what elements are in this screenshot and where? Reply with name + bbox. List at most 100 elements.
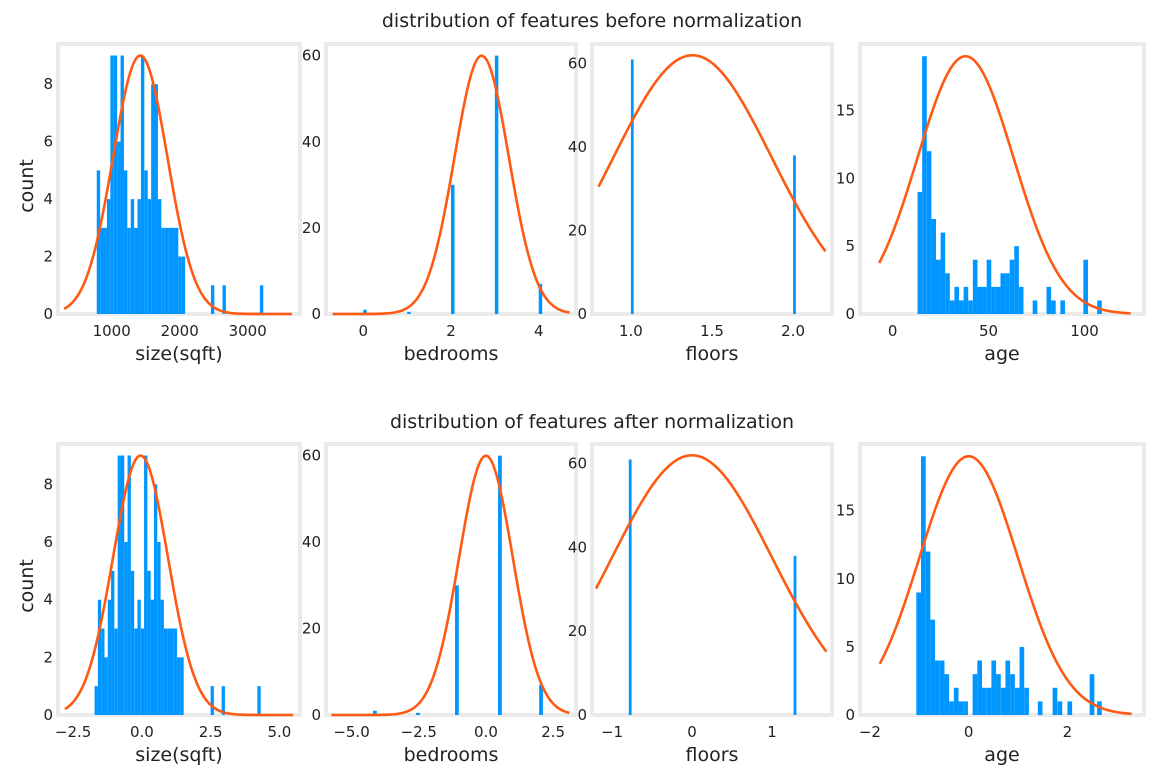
histogram-bar	[995, 286, 1001, 314]
histogram-bar	[1089, 674, 1095, 715]
histogram-bar	[127, 227, 131, 314]
histogram-bar	[124, 542, 128, 715]
y-tick-label: 60	[568, 55, 587, 73]
x-tick-label: 2000	[161, 322, 199, 340]
row-title-after: distribution of features after normaliza…	[390, 411, 794, 433]
histogram-bar	[127, 455, 131, 715]
histogram-bar	[940, 232, 946, 314]
y-tick-label: 4	[43, 591, 53, 609]
histogram-bar	[178, 256, 182, 314]
histogram-bar	[144, 170, 148, 314]
histogram-bar	[628, 459, 632, 715]
x-tick-label: 2	[1063, 723, 1073, 741]
normal-fit-curve	[331, 454, 570, 717]
histogram-bar	[106, 199, 111, 314]
normal-fit-curve	[594, 454, 828, 653]
y-tick-label: 5	[845, 638, 855, 656]
histogram-bar	[117, 455, 121, 715]
histogram-bar	[103, 227, 107, 314]
histogram-bar	[1037, 701, 1043, 715]
x-tick-label: 2.0	[781, 322, 805, 340]
x-tick-label: 0	[964, 723, 974, 741]
histogram-bar	[1032, 300, 1038, 314]
y-tick-label: 10	[836, 570, 855, 588]
histogram-bar	[1000, 273, 1006, 314]
subplot-0-0: 1000 2000 3000 0 2 4 6 8 size(sqft)	[43, 42, 302, 365]
histogram-bar	[630, 59, 634, 314]
histogram-bar	[107, 599, 112, 715]
histogram-bar	[259, 285, 264, 314]
x-tick-label: 2.5	[199, 723, 223, 741]
y-tick-label: 5	[845, 237, 855, 255]
histogram-bar	[977, 286, 983, 314]
x-axis-label: floors	[686, 343, 739, 365]
histogram-bar	[147, 199, 152, 314]
histogram-bar	[1010, 674, 1015, 715]
subplot-1-0: −2.5 0.0 2.5 5.0 0 2 4 6 8 size(sqft)	[43, 442, 302, 766]
normal-fit-curve	[878, 54, 1131, 315]
histogram-bar	[1005, 660, 1011, 715]
y-tick-label: 8	[43, 475, 53, 493]
y-tick-label: 20	[568, 222, 587, 240]
histogram-bar	[170, 628, 174, 715]
y-tick-label: 10	[836, 169, 855, 187]
histogram-bar	[498, 455, 502, 715]
histogram-bar	[257, 686, 261, 715]
y-axis-label-top: count	[16, 159, 38, 213]
histogram-bar	[1000, 687, 1006, 715]
histogram-bar	[925, 551, 931, 715]
histogram-bar	[373, 710, 377, 715]
histogram-bar	[1060, 300, 1065, 314]
histogram-bar	[958, 701, 964, 715]
histogram-bar	[154, 84, 158, 315]
histogram-bar	[1046, 286, 1052, 314]
histogram-bar	[793, 155, 796, 314]
x-tick-label: 5.0	[267, 723, 291, 741]
histogram-bar	[177, 657, 181, 715]
histogram-bar	[1014, 687, 1020, 715]
x-tick-label: 2	[446, 322, 456, 340]
histogram-bar	[916, 592, 921, 715]
row-title-before: distribution of features before normaliz…	[382, 10, 802, 32]
histogram-bar	[134, 227, 138, 314]
x-tick-label: 50	[979, 322, 998, 340]
histogram-bar	[963, 701, 968, 715]
x-tick-label: 0	[888, 322, 898, 340]
histogram-bar	[140, 55, 145, 315]
histogram-bar	[171, 227, 175, 314]
histogram-bar	[104, 657, 108, 715]
histogram-bar	[1018, 286, 1024, 314]
histogram-bar	[180, 657, 184, 715]
y-tick-label: 0	[311, 706, 321, 724]
y-tick-label: 2	[43, 648, 53, 666]
histogram-bar	[163, 628, 168, 715]
histogram-bar	[113, 55, 118, 315]
plot-frame	[858, 442, 1146, 717]
y-tick-label: 40	[568, 538, 587, 556]
histogram-bar	[101, 628, 105, 715]
y-axis-label-bottom: count	[16, 559, 38, 613]
histogram-bar	[972, 259, 978, 314]
histogram-bar	[110, 55, 114, 315]
histogram-bar	[167, 628, 171, 715]
histogram-bar	[1019, 646, 1025, 715]
histogram-bar	[931, 219, 936, 314]
histogram-bar	[137, 199, 141, 314]
histogram-bar	[972, 674, 978, 715]
x-tick-label: −5.0	[333, 723, 369, 741]
histogram-bar	[164, 227, 169, 314]
histogram-bar	[100, 227, 104, 314]
histogram-bar	[222, 285, 226, 314]
histogram-bar	[494, 55, 499, 314]
y-tick-label: 20	[568, 622, 587, 640]
y-tick-label: 0	[845, 706, 855, 724]
y-tick-label: 40	[302, 533, 321, 551]
histogram-bar	[123, 170, 128, 314]
plot-frame	[324, 442, 578, 717]
plot-frame	[590, 42, 834, 316]
histogram-bar	[137, 599, 141, 715]
histogram-bar	[151, 84, 155, 315]
